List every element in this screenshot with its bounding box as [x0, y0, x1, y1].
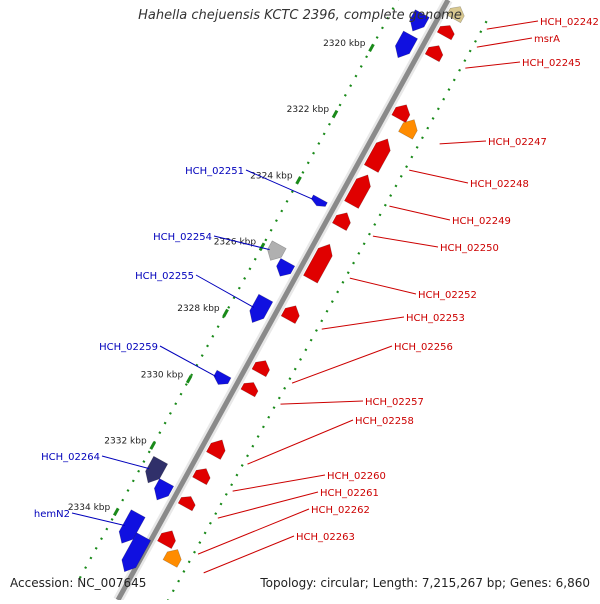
gene-forward: [363, 138, 391, 173]
gene-label-right: HCH_02257: [365, 397, 424, 408]
gene-label-right: HCH_02258: [355, 416, 414, 427]
gene-reverse: [409, 9, 430, 32]
gene-label-right-leader: [465, 61, 521, 69]
gene-label-right: HCH_02253: [406, 313, 465, 324]
ruler-tick: [185, 375, 193, 384]
ruler-label: 2322 kbp: [287, 105, 330, 115]
gene-forward: [436, 25, 455, 41]
gene-label-left-leader: [213, 235, 270, 251]
gene-forward: [343, 174, 371, 209]
gene-reverse: [276, 257, 296, 277]
ruler-tick: [258, 242, 266, 251]
ruler-track-right: [164, 20, 488, 604]
gene-label-right: HCH_02256: [394, 342, 453, 353]
gene-forward: [177, 496, 196, 512]
ruler-tick: [222, 308, 229, 318]
gene-label-right-leader: [349, 277, 417, 295]
gene-label-right-leader: [203, 535, 295, 574]
gene-label-right: HCH_02260: [327, 471, 386, 482]
gene-reverse: [310, 194, 328, 207]
gene-reverse: [153, 478, 175, 501]
gene-label-right: HCH_02248: [470, 179, 529, 190]
gene-label-right-leader: [232, 474, 326, 492]
gene-label-right: HCH_02250: [440, 243, 499, 254]
ruler-tick: [368, 43, 375, 53]
gene-forward: [240, 382, 259, 398]
gene-label-left: hemN2: [34, 509, 70, 520]
ruler-label: 2328 kbp: [177, 304, 220, 314]
gene-forward: [398, 119, 418, 140]
gene-label-left-leader: [101, 455, 150, 470]
gene-label-left: HCH_02255: [135, 271, 194, 282]
ruler-tick: [112, 507, 120, 517]
gene-label-left-leader: [159, 345, 217, 377]
gene-label-right-leader: [372, 235, 439, 248]
gene-label-right: HCH_02261: [320, 488, 379, 499]
gene-label-left: HCH_02251: [185, 166, 244, 177]
ruler-label: 2324 kbp: [250, 171, 293, 181]
ruler-label: 2326 kbp: [214, 238, 257, 248]
gene-forward: [205, 439, 226, 460]
gene-reverse: [121, 532, 152, 573]
ruler-tick: [295, 176, 302, 185]
ruler-label: 2332 kbp: [104, 437, 147, 447]
gene-label-right-leader: [280, 400, 364, 405]
gene-forward: [192, 468, 211, 486]
page-title: Hahella chejuensis KCTC 2396, complete g…: [138, 8, 462, 23]
gene-reverse: [213, 369, 232, 385]
genome-summary: Topology: circular; Length: 7,215,267 bp…: [260, 576, 590, 590]
gene-forward: [156, 530, 176, 550]
gene-label-right: HCH_02249: [452, 216, 511, 227]
ruler-tick: [149, 441, 156, 450]
gene-reverse: [145, 455, 169, 484]
gene-label-right-leader: [439, 140, 487, 145]
gene-label-left: HCH_02254: [153, 232, 212, 243]
ruler-label: 2330 kbp: [141, 370, 184, 380]
gene-forward: [424, 45, 444, 63]
gene-label-right: HCH_02262: [311, 505, 370, 516]
gene-forward: [251, 360, 270, 378]
gene-label-left-leader: [71, 512, 125, 527]
gene-label-right-leader: [389, 205, 451, 221]
gene-label-left-leader: [245, 169, 314, 200]
gene-label-right: HCH_02247: [488, 137, 547, 148]
gene-forward: [391, 104, 411, 124]
backbone: [115, 0, 451, 602]
gene-label-right-leader: [409, 169, 469, 184]
gene-reverse: [394, 30, 419, 59]
ruler-tick: [331, 109, 339, 119]
gene-label-left: HCH_02264: [41, 452, 100, 463]
ruler-track-left: [78, 0, 400, 580]
gene-reverse: [249, 293, 274, 323]
gene-forward: [280, 305, 300, 325]
gene-label-right: HCH_02245: [522, 58, 581, 69]
ruler-label: 2320 kbp: [323, 39, 366, 49]
gene-label-right-leader: [197, 508, 310, 555]
gene-label-right: msrA: [534, 34, 560, 45]
gene-label-left: HCH_02259: [99, 342, 158, 353]
gene-forward: [302, 243, 333, 284]
gene-label-right-leader: [476, 37, 533, 48]
ruler-label: 2334 kbp: [68, 503, 111, 513]
gene-label-right-leader: [217, 491, 319, 519]
gene-label-right: HCH_02263: [296, 532, 355, 543]
gene-reverse: [267, 240, 287, 261]
gene-label-right: HCH_02252: [418, 290, 477, 301]
gene-reverse: [118, 509, 146, 544]
gene-label-right: HCH_02242: [540, 17, 599, 28]
gene-label-right-leader: [247, 419, 354, 465]
gene-forward: [162, 549, 182, 568]
gene-label-right-leader: [486, 20, 539, 30]
gene-label-right-leader: [321, 316, 405, 330]
accession-label: Accession: NC_007645: [10, 576, 147, 590]
gene-forward: [331, 212, 351, 232]
gene-label-right-leader: [291, 345, 393, 384]
gene-label-left-leader: [195, 274, 255, 308]
gene-forward: [446, 6, 465, 24]
